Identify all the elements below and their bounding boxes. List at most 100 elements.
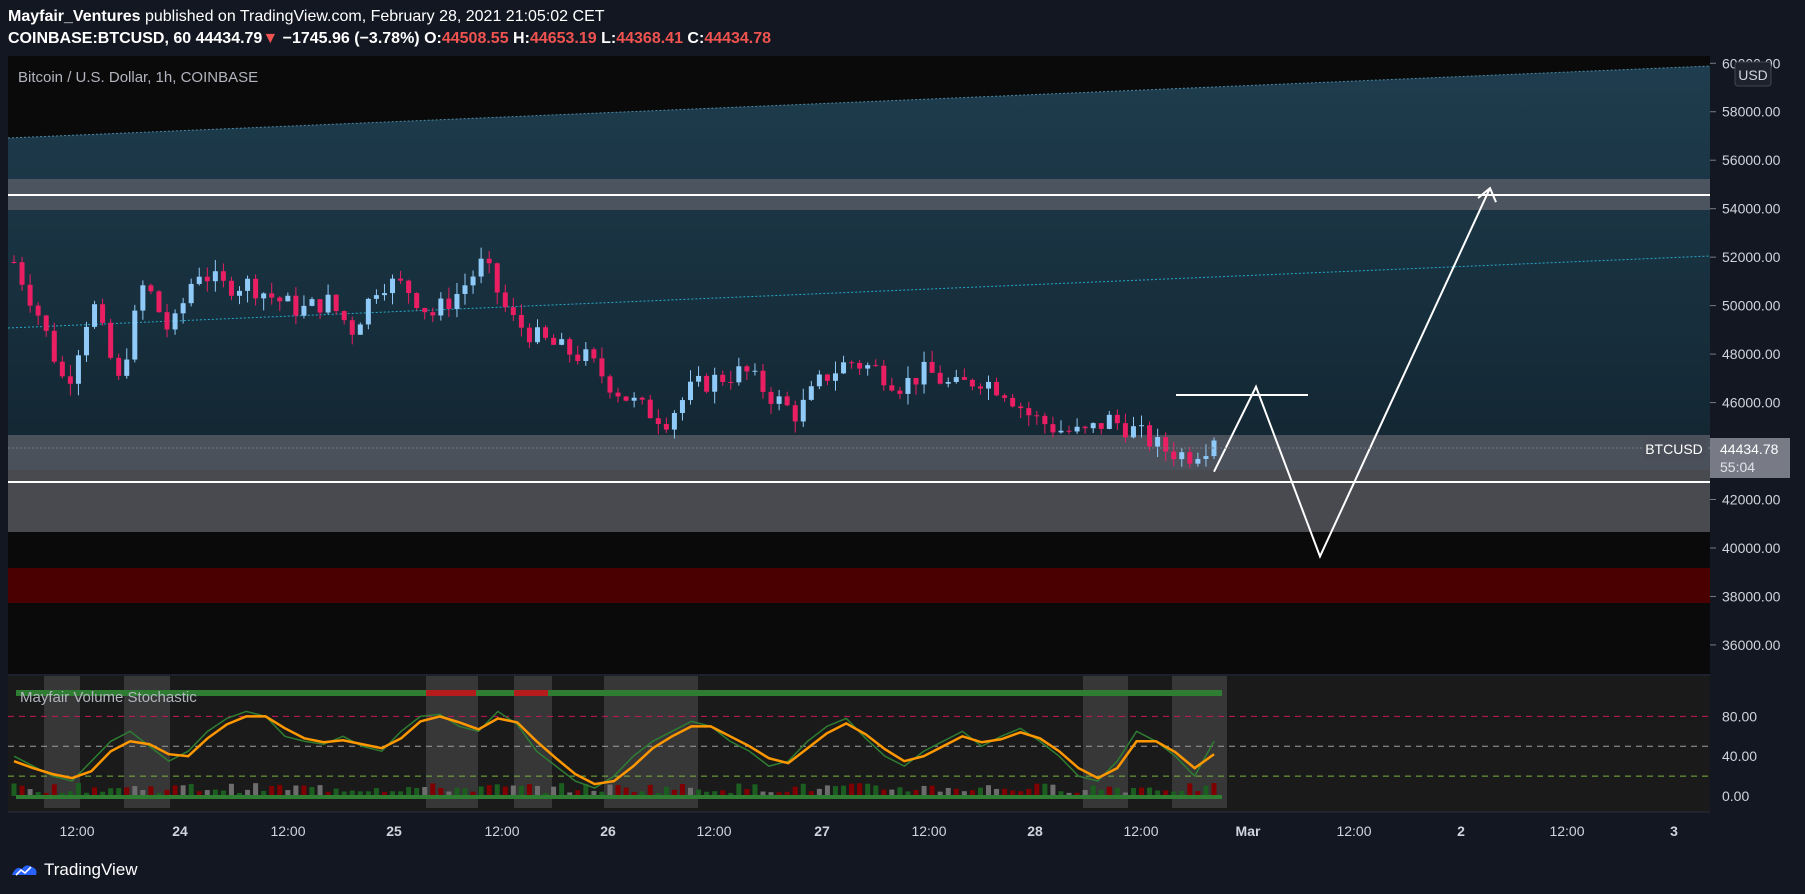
volume-bar	[1074, 792, 1080, 796]
candle-body	[1195, 458, 1201, 464]
candle-body	[494, 263, 500, 293]
volume-bar	[373, 788, 379, 796]
volume-bar	[1130, 788, 1136, 796]
price-tick-label: 36000.00	[1722, 637, 1781, 653]
candle-body	[228, 280, 234, 296]
candle-body	[800, 399, 806, 422]
candle-body	[1171, 451, 1177, 460]
candle-body	[462, 285, 468, 294]
candle-body	[744, 366, 750, 372]
volume-bar	[1187, 783, 1193, 796]
stochastic-k-line	[13, 710, 1215, 789]
candle-body	[454, 293, 460, 309]
volume-bar	[462, 788, 468, 796]
volume-bar	[551, 786, 557, 796]
indicator-tick-label: 0.00	[1722, 788, 1749, 804]
volume-bar	[1179, 790, 1185, 796]
candle-body	[446, 298, 452, 309]
volume-bar	[543, 792, 549, 796]
close-value: 44434.78	[704, 30, 772, 47]
candle-body	[688, 381, 694, 401]
candle-body	[679, 400, 685, 413]
volume-bar	[188, 784, 194, 796]
time-tick-label: 12:00	[484, 823, 519, 839]
red-zone	[8, 568, 1710, 603]
volume-bar	[285, 790, 291, 796]
candle-body	[607, 376, 613, 393]
tradingview-brand[interactable]: TradingView	[10, 860, 138, 880]
volume-bar	[204, 790, 210, 796]
volume-bar	[792, 786, 798, 796]
candle-body	[1066, 430, 1072, 432]
candle-body	[792, 405, 798, 422]
time-tick-label: 12:00	[1336, 823, 1371, 839]
candle-body	[373, 295, 379, 299]
candle-body	[1018, 406, 1024, 409]
indicator-title: Mayfair Volume Stochastic	[20, 689, 197, 706]
volume-bar	[559, 783, 565, 796]
currency-label: USD	[1738, 67, 1768, 83]
volume-bar	[108, 788, 114, 796]
author-name[interactable]: Mayfair_Ventures	[8, 8, 141, 25]
snapshot-header: Mayfair_Ventures published on TradingVie…	[8, 6, 771, 50]
candle-body	[148, 285, 154, 292]
candle-body	[1122, 423, 1128, 438]
indicator-tick-label: 40.00	[1722, 748, 1757, 764]
candle-body	[75, 355, 81, 384]
volume-bar	[301, 785, 307, 796]
candle-body	[422, 308, 428, 313]
candle-body	[502, 292, 508, 308]
candle-body	[237, 290, 243, 296]
volume-bar	[583, 783, 589, 796]
price-axis[interactable]: 60000.0058000.0056000.0054000.0052000.00…	[1710, 55, 1781, 653]
candle-body	[51, 330, 57, 362]
volume-bar	[390, 791, 396, 796]
volume-bar	[309, 787, 315, 796]
volume-bar	[945, 787, 951, 796]
candle-body	[760, 370, 766, 392]
candle-body	[1155, 437, 1161, 447]
volume-bar	[220, 790, 226, 796]
candle-body	[317, 299, 323, 313]
signal-strip-red	[514, 690, 548, 696]
currency-badge[interactable]	[1734, 61, 1772, 87]
candle-body	[1058, 430, 1064, 433]
candle-body	[639, 397, 645, 400]
price-tick-label: 46000.00	[1722, 395, 1781, 411]
price-tick-label: 56000.00	[1722, 152, 1781, 168]
volume-bar	[92, 787, 98, 796]
volume-bar	[1026, 788, 1032, 796]
candle-body	[784, 396, 790, 406]
candle-body	[832, 373, 838, 381]
volume-bar	[720, 790, 726, 796]
time-tick-label: 26	[600, 823, 616, 839]
price-badge	[1710, 438, 1790, 478]
candle-body	[518, 315, 524, 328]
volume-bar	[969, 790, 975, 796]
volume-bar	[655, 792, 661, 796]
candle-body	[849, 362, 855, 364]
candle-body	[269, 293, 275, 298]
volume-bar	[744, 788, 750, 796]
candle-body	[712, 374, 718, 392]
candle-body	[92, 304, 98, 327]
candle-body	[220, 271, 226, 281]
candle-body	[704, 375, 710, 392]
volume-bar	[1010, 790, 1016, 796]
time-tick-label: Mar	[1236, 823, 1261, 839]
time-axis[interactable]: 12:00 24 12:00 25 12:00 26 12:00 27 12:00 28 12:00…	[59, 823, 1678, 839]
candle-body	[253, 278, 259, 299]
volume-bar	[341, 791, 347, 796]
candle-body	[889, 385, 895, 391]
volume-bar	[961, 791, 967, 796]
price-tick-label: 48000.00	[1722, 346, 1781, 362]
volume-bar	[124, 787, 130, 796]
volume-bar	[1122, 792, 1128, 796]
time-tick-label: 12:00	[911, 823, 946, 839]
volume-bar	[994, 788, 1000, 796]
candle-body	[575, 354, 581, 361]
projection-path[interactable]	[1213, 187, 1491, 560]
candle-body	[398, 278, 404, 281]
candle-body	[132, 310, 138, 360]
